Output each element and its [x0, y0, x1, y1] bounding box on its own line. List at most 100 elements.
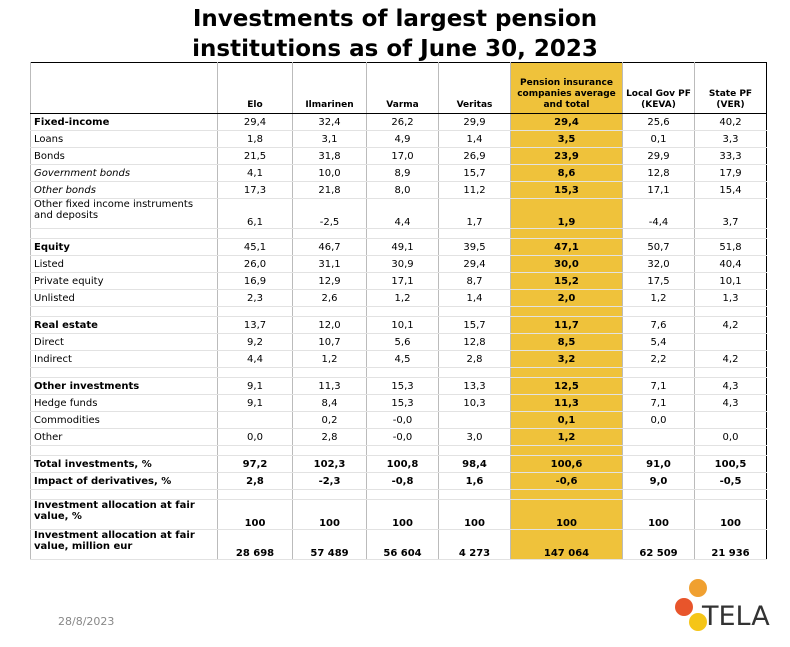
- cell: 33,3: [694, 147, 767, 165]
- cell: 2,8: [438, 350, 511, 368]
- cell: 9,1: [217, 377, 293, 395]
- row-label: Unlisted: [30, 289, 218, 307]
- cell: 51,8: [694, 238, 767, 256]
- cell: [30, 367, 218, 378]
- row: Impact of derivatives, % 2,8 -2,3 -0,8 1,6 -0…: [30, 472, 767, 490]
- cell: [438, 489, 511, 500]
- cell: 98,4: [438, 455, 511, 473]
- cell: [622, 228, 695, 239]
- cell: [510, 445, 623, 456]
- cell: [438, 306, 511, 317]
- cell: 4,5: [366, 350, 439, 368]
- cell: [30, 228, 218, 239]
- cell: 100,8: [366, 455, 439, 473]
- cell: 8,7: [438, 272, 511, 290]
- header-cell: Elo: [217, 62, 293, 114]
- logo-dot: [689, 579, 707, 597]
- logo-text: TELA: [701, 601, 770, 632]
- cell: [510, 367, 623, 378]
- cell: [510, 228, 623, 239]
- cell: [217, 445, 293, 456]
- cell: 3,0: [438, 428, 511, 446]
- cell: 17,3: [217, 181, 293, 199]
- logo: TELA: [675, 579, 770, 632]
- cell: [366, 445, 439, 456]
- cell: 1,3: [694, 289, 767, 307]
- cell: 1,2: [622, 289, 695, 307]
- cell: [694, 333, 767, 351]
- cell: [217, 489, 293, 500]
- cell: 15,4: [694, 181, 767, 199]
- cell: 9,1: [217, 394, 293, 412]
- cell: 17,1: [622, 181, 695, 199]
- cell: 15,3: [366, 377, 439, 395]
- row: Government bonds 4,1 10,0 8,9 15,7 8,6 12,8 17,…: [30, 164, 767, 182]
- cell: [366, 228, 439, 239]
- row-label: Hedge funds: [30, 394, 218, 412]
- cell: 100,5: [694, 455, 767, 473]
- cell: 29,4: [438, 255, 511, 273]
- cell: 102,3: [292, 455, 367, 473]
- cell: [622, 306, 695, 317]
- cell: 11,3: [292, 377, 367, 395]
- row: Private equity 16,9 12,9 17,1 8,7 15,2 17,5 10,…: [30, 272, 767, 290]
- row-label: Real estate: [30, 316, 218, 334]
- header-cell: Pension insurance companies average and …: [510, 62, 623, 114]
- cell: [292, 367, 367, 378]
- row-label: Indirect: [30, 350, 218, 368]
- cell: [694, 228, 767, 239]
- cell: 100: [366, 499, 439, 530]
- cell: [622, 367, 695, 378]
- cell: 26,2: [366, 113, 439, 131]
- spacer-row: [30, 445, 767, 456]
- cell: 1,4: [438, 130, 511, 148]
- cell: 16,9: [217, 272, 293, 290]
- cell: 1,7: [438, 198, 511, 229]
- cell: 5,6: [366, 333, 439, 351]
- cell: [694, 445, 767, 456]
- cell: 7,6: [622, 316, 695, 334]
- cell: 11,3: [510, 394, 623, 412]
- row-label: Total investments, %: [30, 455, 218, 473]
- cell: 100: [217, 499, 293, 530]
- cell: 100: [510, 499, 623, 530]
- row-label: Government bonds: [30, 164, 218, 182]
- cell: 46,7: [292, 238, 367, 256]
- cell: 10,1: [694, 272, 767, 290]
- cell: 45,1: [217, 238, 293, 256]
- allocation-table: Elo Ilmarinen Varma Veritas Pension insuranc…: [30, 62, 767, 560]
- cell: 25,6: [622, 113, 695, 131]
- cell: 15,7: [438, 164, 511, 182]
- row: Fixed-income 29,4 32,4 26,2 29,9 29,4 25,6 40,2: [30, 113, 767, 131]
- cell: 32,4: [292, 113, 367, 131]
- row: Unlisted 2,3 2,6 1,2 1,4 2,0 1,2 1,3: [30, 289, 767, 307]
- cell: 5,4: [622, 333, 695, 351]
- cell: 17,1: [366, 272, 439, 290]
- cell: [622, 445, 695, 456]
- cell: 4,1: [217, 164, 293, 182]
- cell: 0,0: [622, 411, 695, 429]
- cell: [292, 306, 367, 317]
- spacer-row: [30, 306, 767, 317]
- cell: [217, 367, 293, 378]
- cell: 4,4: [217, 350, 293, 368]
- cell: 23,9: [510, 147, 623, 165]
- cell: 11,7: [510, 316, 623, 334]
- cell: [292, 489, 367, 500]
- date: 28/8/2023: [58, 615, 115, 628]
- cell: 29,4: [510, 113, 623, 131]
- cell: 30,9: [366, 255, 439, 273]
- cell: -2,5: [292, 198, 367, 229]
- row: Listed 26,0 31,1 30,9 29,4 30,0 32,0 40,4: [30, 255, 767, 273]
- cell: 0,1: [510, 411, 623, 429]
- cell: 2,0: [510, 289, 623, 307]
- cell: 100,6: [510, 455, 623, 473]
- cell: 26,9: [438, 147, 511, 165]
- cell: 2,8: [292, 428, 367, 446]
- cell: 28 698: [217, 529, 293, 560]
- cell: 1,2: [510, 428, 623, 446]
- cell: 15,2: [510, 272, 623, 290]
- cell: [510, 306, 623, 317]
- cell: 2,8: [217, 472, 293, 490]
